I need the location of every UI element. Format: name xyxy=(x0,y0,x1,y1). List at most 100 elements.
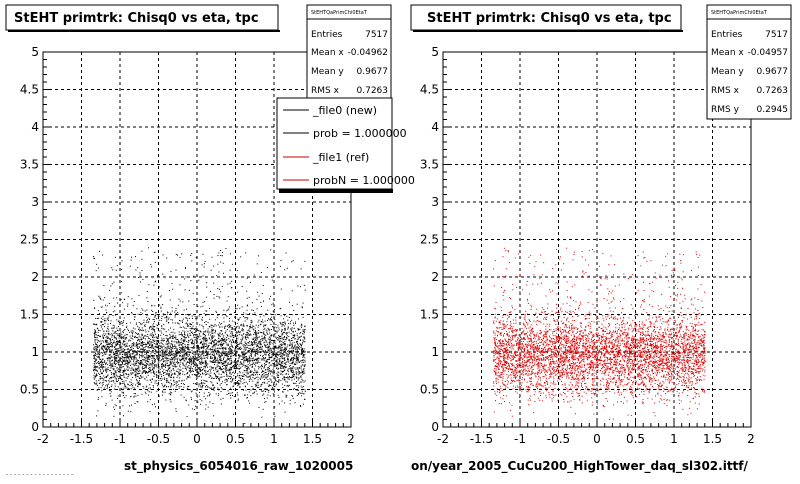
left-scatter-point xyxy=(278,372,279,373)
left-scatter-point xyxy=(146,336,147,337)
left-scatter-point xyxy=(121,323,122,324)
left-scatter-point xyxy=(162,316,163,317)
left-scatter-point xyxy=(192,358,193,359)
left-scatter-point xyxy=(229,306,230,307)
left-scatter-point xyxy=(106,372,107,373)
left-scatter-point xyxy=(303,340,304,341)
left-scatter-point xyxy=(256,335,257,336)
left-scatter-point xyxy=(227,379,228,380)
left-scatter-point xyxy=(213,351,214,352)
left-scatter-point xyxy=(241,375,242,376)
left-scatter-point xyxy=(172,347,173,348)
left-scatter-point xyxy=(161,340,162,341)
left-scatter-point xyxy=(177,339,178,340)
left-scatter-point xyxy=(286,373,287,374)
left-scatter-point xyxy=(130,411,131,412)
left-scatter-point xyxy=(225,362,226,363)
left-scatter-point xyxy=(239,357,240,358)
left-scatter-point xyxy=(97,318,98,319)
left-scatter-point xyxy=(250,335,251,336)
left-scatter-point xyxy=(131,358,132,359)
left-scatter-point xyxy=(235,330,236,331)
left-scatter-point xyxy=(165,392,166,393)
left-scatter-point xyxy=(197,374,198,375)
left-scatter-point xyxy=(127,334,128,335)
left-scatter-point xyxy=(200,374,201,375)
left-scatter-point xyxy=(156,342,157,343)
left-scatter-point xyxy=(270,357,271,358)
left-scatter-point xyxy=(175,347,176,348)
left-scatter-point xyxy=(293,310,294,311)
left-scatter-point xyxy=(114,335,115,336)
left-scatter-point xyxy=(179,374,180,375)
left-scatter-point xyxy=(276,364,277,365)
left-scatter-point xyxy=(98,399,99,400)
left-scatter-point xyxy=(243,324,244,325)
left-scatter-point xyxy=(300,332,301,333)
left-scatter-point xyxy=(212,377,213,378)
left-scatter-point xyxy=(243,330,244,331)
left-scatter-point xyxy=(156,314,157,315)
left-scatter-point xyxy=(98,340,99,341)
left-scatter-point xyxy=(102,329,103,330)
left-scatter-point xyxy=(196,319,197,320)
left-scatter-point xyxy=(249,363,250,364)
left-scatter-point xyxy=(138,362,139,363)
left-scatter-point xyxy=(245,334,246,335)
left-scatter-point xyxy=(195,354,196,355)
left-scatter-point xyxy=(189,335,190,336)
left-scatter-point xyxy=(187,318,188,319)
left-scatter-point xyxy=(117,335,118,336)
left-scatter-point xyxy=(271,317,272,318)
left-scatter-point xyxy=(267,334,268,335)
left-scatter-point xyxy=(100,344,101,345)
left-scatter-point xyxy=(205,337,206,338)
left-scatter-point xyxy=(204,332,205,333)
left-panel: StEHT primtrk: Chisq0 vs eta, tpc 00.511… xyxy=(6,5,415,474)
left-scatter-point xyxy=(226,315,227,316)
left-scatter-point xyxy=(164,385,165,386)
left-scatter-point xyxy=(196,393,197,394)
left-scatter-point xyxy=(178,341,179,342)
left-scatter-point xyxy=(203,348,204,349)
left-scatter-point xyxy=(281,289,282,290)
left-scatter-point xyxy=(290,328,291,329)
left-scatter-point xyxy=(283,324,284,325)
left-scatter-point xyxy=(224,353,225,354)
left-scatter-point xyxy=(138,383,139,384)
left-scatter-point xyxy=(110,286,111,287)
left-scatter-point xyxy=(121,388,122,389)
left-scatter-point xyxy=(284,332,285,333)
left-scatter-point xyxy=(144,368,145,369)
left-scatter-point xyxy=(125,363,126,364)
left-scatter-point xyxy=(93,256,94,257)
left-scatter-point xyxy=(269,385,270,386)
left-scatter-point xyxy=(283,339,284,340)
left-scatter-point xyxy=(258,377,259,378)
left-scatter-point xyxy=(201,319,202,320)
left-scatter-point xyxy=(193,347,194,348)
left-scatter-point xyxy=(241,352,242,353)
left-scatter-point xyxy=(170,300,171,301)
left-scatter-point xyxy=(264,360,265,361)
left-scatter-point xyxy=(105,346,106,347)
left-scatter-point xyxy=(129,359,130,360)
left-scatter-point xyxy=(236,362,237,363)
left-scatter-point xyxy=(279,347,280,348)
left-scatter-point xyxy=(158,315,159,316)
left-scatter-point xyxy=(203,350,204,351)
left-scatter-point xyxy=(256,350,257,351)
left-scatter-point xyxy=(297,350,298,351)
left-scatter-point xyxy=(146,353,147,354)
left-scatter-point xyxy=(290,370,291,371)
left-scatter-point xyxy=(122,331,123,332)
left-scatter-point xyxy=(167,317,168,318)
left-scatter-point xyxy=(245,252,246,253)
left-scatter-point xyxy=(169,365,170,366)
left-scatter-point xyxy=(186,369,187,370)
left-scatter-point xyxy=(94,379,95,380)
left-scatter-point xyxy=(269,353,270,354)
left-scatter-point xyxy=(253,375,254,376)
left-scatter-point xyxy=(103,285,104,286)
left-scatter-point xyxy=(230,398,231,399)
